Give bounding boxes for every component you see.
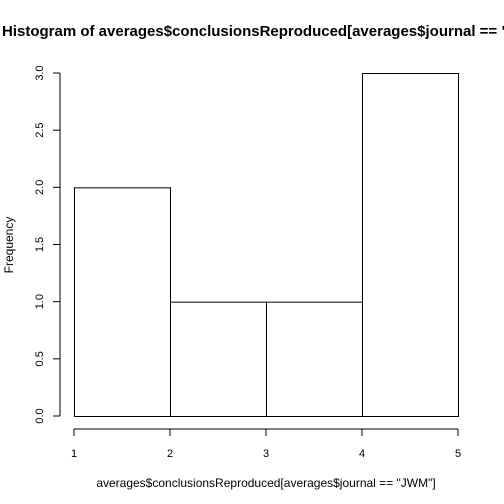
histogram-bar-2 <box>170 301 267 417</box>
x-tick-label-2: 2 <box>167 448 173 460</box>
x-axis: 1 2 3 4 5 <box>71 428 461 460</box>
y-axis: 0.0 0.5 1.0 1.5 2.0 2.5 3.0 <box>34 65 61 424</box>
y-tick-label-1: 0.0 <box>34 408 46 423</box>
y-tick-label-4: 1.5 <box>34 237 46 252</box>
y-tick-label-5: 2.0 <box>34 180 46 195</box>
x-tick-label-4: 4 <box>359 448 365 460</box>
histogram-bars <box>74 73 459 417</box>
histogram-bar-1 <box>74 187 171 417</box>
chart-title: Histogram of averages$conclusionsReprodu… <box>2 23 504 40</box>
y-tick-label-2: 0.5 <box>34 351 46 366</box>
y-tick-label-7: 3.0 <box>34 65 46 80</box>
y-tick-label-6: 2.5 <box>34 123 46 138</box>
x-tick-label-3: 3 <box>263 448 269 460</box>
x-tick-label-5: 5 <box>455 448 461 460</box>
histogram-bar-3 <box>266 301 363 417</box>
histogram-bar-4 <box>362 73 459 417</box>
y-axis-label: Frequency <box>2 217 16 274</box>
x-tick-label-1: 1 <box>71 448 77 460</box>
y-tick-label-3: 1.0 <box>34 294 46 309</box>
x-axis-label: averages$conclusionsReproduced[averages$… <box>96 476 435 490</box>
